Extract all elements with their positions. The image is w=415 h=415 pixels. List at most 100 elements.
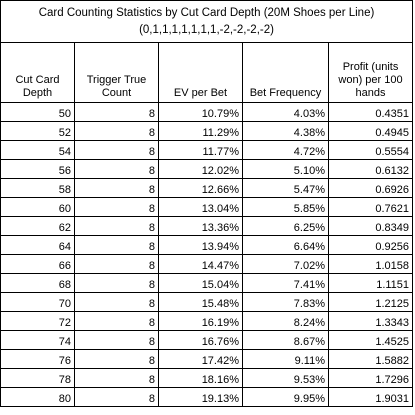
table-title: Card Counting Statistics by Cut Card Dep… <box>0 0 414 43</box>
cell-cut-card-depth: 68 <box>0 273 75 293</box>
table-row: 52 8 11.29% 4.38% 0.4945 <box>0 121 414 141</box>
cell-bet-frequency: 5.10% <box>242 159 329 179</box>
statistics-table: Card Counting Statistics by Cut Card Dep… <box>0 0 414 407</box>
cell-ev-per-bet: 15.48% <box>158 292 243 312</box>
cell-bet-frequency: 4.03% <box>242 102 329 122</box>
cell-cut-card-depth: 50 <box>0 102 75 122</box>
cell-profit: 0.4945 <box>327 121 414 141</box>
cell-ev-per-bet: 10.79% <box>158 102 243 122</box>
cell-profit: 0.6132 <box>327 159 414 179</box>
cell-profit: 1.4525 <box>327 330 414 350</box>
table-row: 72 8 16.19% 8.24% 1.3343 <box>0 311 414 331</box>
cell-trigger-true-count: 8 <box>74 121 159 141</box>
cell-cut-card-depth: 76 <box>0 349 75 369</box>
cell-ev-per-bet: 13.94% <box>158 235 243 255</box>
cell-cut-card-depth: 52 <box>0 121 75 141</box>
cell-cut-card-depth: 60 <box>0 197 75 217</box>
title-row: Card Counting Statistics by Cut Card Dep… <box>0 0 414 43</box>
cell-ev-per-bet: 15.04% <box>158 273 243 293</box>
cell-trigger-true-count: 8 <box>74 140 159 160</box>
cell-bet-frequency: 7.83% <box>242 292 329 312</box>
cell-ev-per-bet: 17.42% <box>158 349 243 369</box>
cell-bet-frequency: 9.11% <box>242 349 329 369</box>
table-row: 68 8 15.04% 7.41% 1.1151 <box>0 273 414 293</box>
cell-trigger-true-count: 8 <box>74 197 159 217</box>
table-row: 74 8 16.76% 8.67% 1.4525 <box>0 330 414 350</box>
cell-ev-per-bet: 12.66% <box>158 178 243 198</box>
cell-trigger-true-count: 8 <box>74 216 159 236</box>
cell-trigger-true-count: 8 <box>74 330 159 350</box>
cell-profit: 1.2125 <box>327 292 414 312</box>
header-profit: Profit (units won) per 100 hands <box>327 42 414 103</box>
table-row: 56 8 12.02% 5.10% 0.6132 <box>0 159 414 179</box>
cell-bet-frequency: 7.41% <box>242 273 329 293</box>
cell-bet-frequency: 8.24% <box>242 311 329 331</box>
cell-bet-frequency: 9.95% <box>242 387 329 407</box>
cell-bet-frequency: 5.47% <box>242 178 329 198</box>
table-row: 66 8 14.47% 7.02% 1.0158 <box>0 254 414 274</box>
cell-cut-card-depth: 78 <box>0 368 75 388</box>
header-row: Cut Card Depth Trigger True Count EV per… <box>0 42 414 103</box>
cell-bet-frequency: 6.25% <box>242 216 329 236</box>
cell-cut-card-depth: 72 <box>0 311 75 331</box>
cell-bet-frequency: 4.72% <box>242 140 329 160</box>
cell-trigger-true-count: 8 <box>74 254 159 274</box>
cell-profit: 0.5554 <box>327 140 414 160</box>
cell-bet-frequency: 5.85% <box>242 197 329 217</box>
cell-trigger-true-count: 8 <box>74 235 159 255</box>
cell-cut-card-depth: 54 <box>0 140 75 160</box>
cell-bet-frequency: 4.38% <box>242 121 329 141</box>
cell-cut-card-depth: 66 <box>0 254 75 274</box>
cell-trigger-true-count: 8 <box>74 368 159 388</box>
cell-trigger-true-count: 8 <box>74 178 159 198</box>
table-row: 58 8 12.66% 5.47% 0.6926 <box>0 178 414 198</box>
cell-trigger-true-count: 8 <box>74 387 159 407</box>
cell-bet-frequency: 9.53% <box>242 368 329 388</box>
table-row: 76 8 17.42% 9.11% 1.5882 <box>0 349 414 369</box>
table-row: 54 8 11.77% 4.72% 0.5554 <box>0 140 414 160</box>
cell-trigger-true-count: 8 <box>74 292 159 312</box>
cell-trigger-true-count: 8 <box>74 159 159 179</box>
cell-ev-per-bet: 11.29% <box>158 121 243 141</box>
cell-trigger-true-count: 8 <box>74 311 159 331</box>
cell-profit: 0.6926 <box>327 178 414 198</box>
cell-profit: 1.7296 <box>327 368 414 388</box>
cell-ev-per-bet: 13.36% <box>158 216 243 236</box>
header-ev-per-bet: EV per Bet <box>158 42 243 103</box>
cell-profit: 0.8349 <box>327 216 414 236</box>
table-row: 62 8 13.36% 6.25% 0.8349 <box>0 216 414 236</box>
cell-cut-card-depth: 62 <box>0 216 75 236</box>
cell-cut-card-depth: 74 <box>0 330 75 350</box>
cell-profit: 0.7621 <box>327 197 414 217</box>
cell-cut-card-depth: 58 <box>0 178 75 198</box>
cell-profit: 1.5882 <box>327 349 414 369</box>
cell-cut-card-depth: 70 <box>0 292 75 312</box>
cell-profit: 1.1151 <box>327 273 414 293</box>
cell-cut-card-depth: 56 <box>0 159 75 179</box>
table-row: 80 8 19.13% 9.95% 1.9031 <box>0 387 414 407</box>
cell-ev-per-bet: 16.76% <box>158 330 243 350</box>
cell-ev-per-bet: 12.02% <box>158 159 243 179</box>
header-bet-frequency: Bet Frequency <box>242 42 329 103</box>
cell-ev-per-bet: 13.04% <box>158 197 243 217</box>
cell-bet-frequency: 8.67% <box>242 330 329 350</box>
cell-ev-per-bet: 16.19% <box>158 311 243 331</box>
cell-ev-per-bet: 11.77% <box>158 140 243 160</box>
table-row: 78 8 18.16% 9.53% 1.7296 <box>0 368 414 388</box>
cell-trigger-true-count: 8 <box>74 349 159 369</box>
cell-bet-frequency: 7.02% <box>242 254 329 274</box>
cell-ev-per-bet: 19.13% <box>158 387 243 407</box>
cell-trigger-true-count: 8 <box>74 102 159 122</box>
cell-cut-card-depth: 64 <box>0 235 75 255</box>
table-title-line-1: Card Counting Statistics by Cut Card Dep… <box>38 6 375 19</box>
cell-profit: 0.9256 <box>327 235 414 255</box>
cell-cut-card-depth: 80 <box>0 387 75 407</box>
cell-ev-per-bet: 14.47% <box>158 254 243 274</box>
cell-profit: 1.9031 <box>327 387 414 407</box>
table-row: 60 8 13.04% 5.85% 0.7621 <box>0 197 414 217</box>
cell-profit: 1.3343 <box>327 311 414 331</box>
cell-ev-per-bet: 18.16% <box>158 368 243 388</box>
cell-bet-frequency: 6.64% <box>242 235 329 255</box>
table-title-line-2: (0,1,1,1,1,1,1,1,-2,-2,-2,-2) <box>139 23 274 36</box>
table-row: 64 8 13.94% 6.64% 0.9256 <box>0 235 414 255</box>
